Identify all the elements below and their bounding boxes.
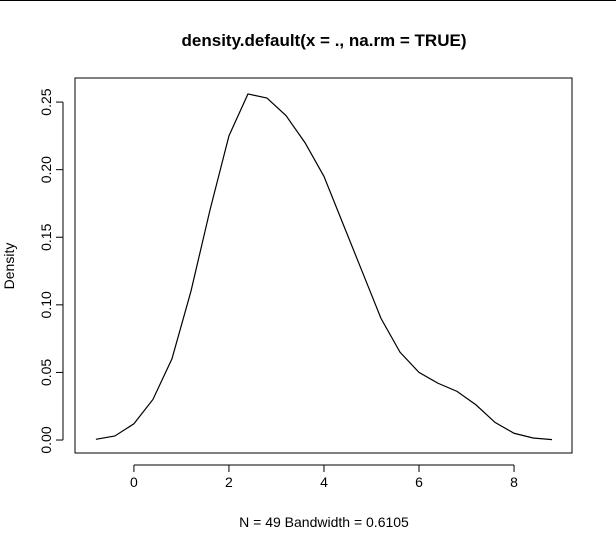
x-tick-label: 6 [415, 474, 423, 490]
x-tick-label: 2 [225, 474, 233, 490]
y-tick-label: 0.20 [38, 156, 54, 183]
y-axis-label: Density [1, 243, 17, 290]
y-tick-label: 0.10 [38, 291, 54, 318]
x-tick-label: 8 [510, 474, 518, 490]
y-tick-label: 0.00 [38, 426, 54, 453]
x-axis-label: N = 49 Bandwidth = 0.6105 [239, 514, 409, 530]
plot-box [74, 77, 573, 454]
chart-title: density.default(x = ., na.rm = TRUE) [182, 31, 467, 50]
y-tick-label: 0.15 [38, 223, 54, 250]
y-tick-label: 0.05 [38, 359, 54, 386]
x-tick-label: 0 [130, 474, 138, 490]
density-line [95, 93, 553, 441]
x-tick-label: 4 [320, 474, 328, 490]
y-tick-label: 0.25 [38, 88, 54, 115]
